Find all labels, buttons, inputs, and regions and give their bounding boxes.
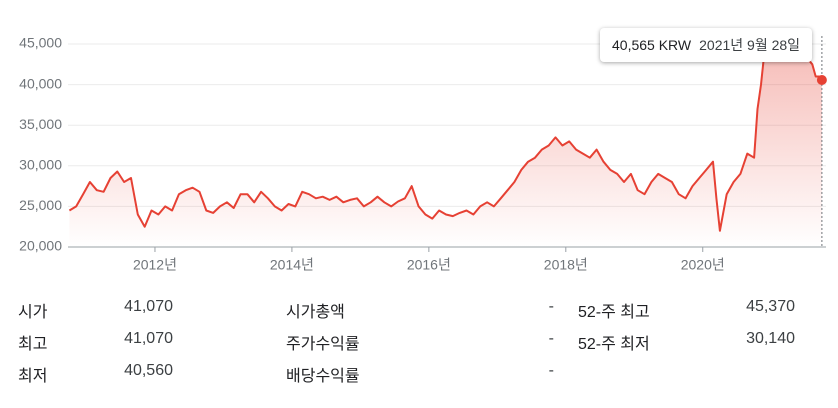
x-tick-label: 2012년 xyxy=(133,257,177,273)
stat-value: - xyxy=(548,330,554,347)
y-tick-label: 45,000 xyxy=(19,35,62,51)
stat-value: 41,070 xyxy=(124,298,173,315)
chart: 20,000 25,000 30,000 35,000 40,000 45,000 2012… xyxy=(19,35,827,273)
stat-value: 41,070 xyxy=(124,330,173,347)
stat-label: 최고 xyxy=(18,336,48,353)
stat-row: 배당수익률 - xyxy=(286,362,554,385)
stat-label: 시가총액 xyxy=(286,304,345,321)
price-line xyxy=(68,47,823,232)
x-tick-label: 2016년 xyxy=(407,257,451,273)
stat-label: 시가 xyxy=(18,304,48,321)
y-tick-label: 30,000 xyxy=(19,157,62,173)
x-tick-label: 2018년 xyxy=(544,257,588,273)
area xyxy=(69,48,822,247)
tooltip: 40,565 KRW 2021년 9월 28일 xyxy=(600,28,813,62)
stat-label: 52-주 최고 xyxy=(578,304,650,321)
stat-row: 52-주 최고 45,370 xyxy=(578,298,795,321)
y-tick-label: 25,000 xyxy=(19,197,62,213)
stat-row: 52-주 최저 30,140 xyxy=(578,330,795,353)
tooltip-price: 40,565 KRW xyxy=(612,37,692,53)
stat-value: 30,140 xyxy=(746,330,795,347)
tooltip-date: 2021년 9월 28일 xyxy=(699,37,801,53)
stat-value: 40,560 xyxy=(124,362,173,379)
stat-row: 시가 41,070 xyxy=(18,298,173,321)
stat-value: - xyxy=(548,362,554,379)
stat-value: - xyxy=(548,298,554,315)
end-point xyxy=(816,75,827,86)
x-tick-label: 2020년 xyxy=(681,257,725,273)
stat-label: 배당수익률 xyxy=(286,368,360,385)
stat-label: 52-주 최저 xyxy=(578,336,650,353)
y-tick-label: 20,000 xyxy=(19,238,62,254)
stat-row: 최저 40,560 xyxy=(18,362,173,385)
stat-row: 최고 41,070 xyxy=(18,330,173,353)
stat-row: 시가총액 - xyxy=(286,298,554,321)
y-tick-label: 35,000 xyxy=(19,116,62,132)
y-tick-label: 40,000 xyxy=(19,75,62,91)
stat-value: 45,370 xyxy=(746,298,795,315)
x-tick-label: 2014년 xyxy=(270,257,314,273)
stat-row: 주가수익률 - xyxy=(286,330,554,353)
stat-label: 최저 xyxy=(18,368,48,385)
stat-label: 주가수익률 xyxy=(286,336,360,353)
